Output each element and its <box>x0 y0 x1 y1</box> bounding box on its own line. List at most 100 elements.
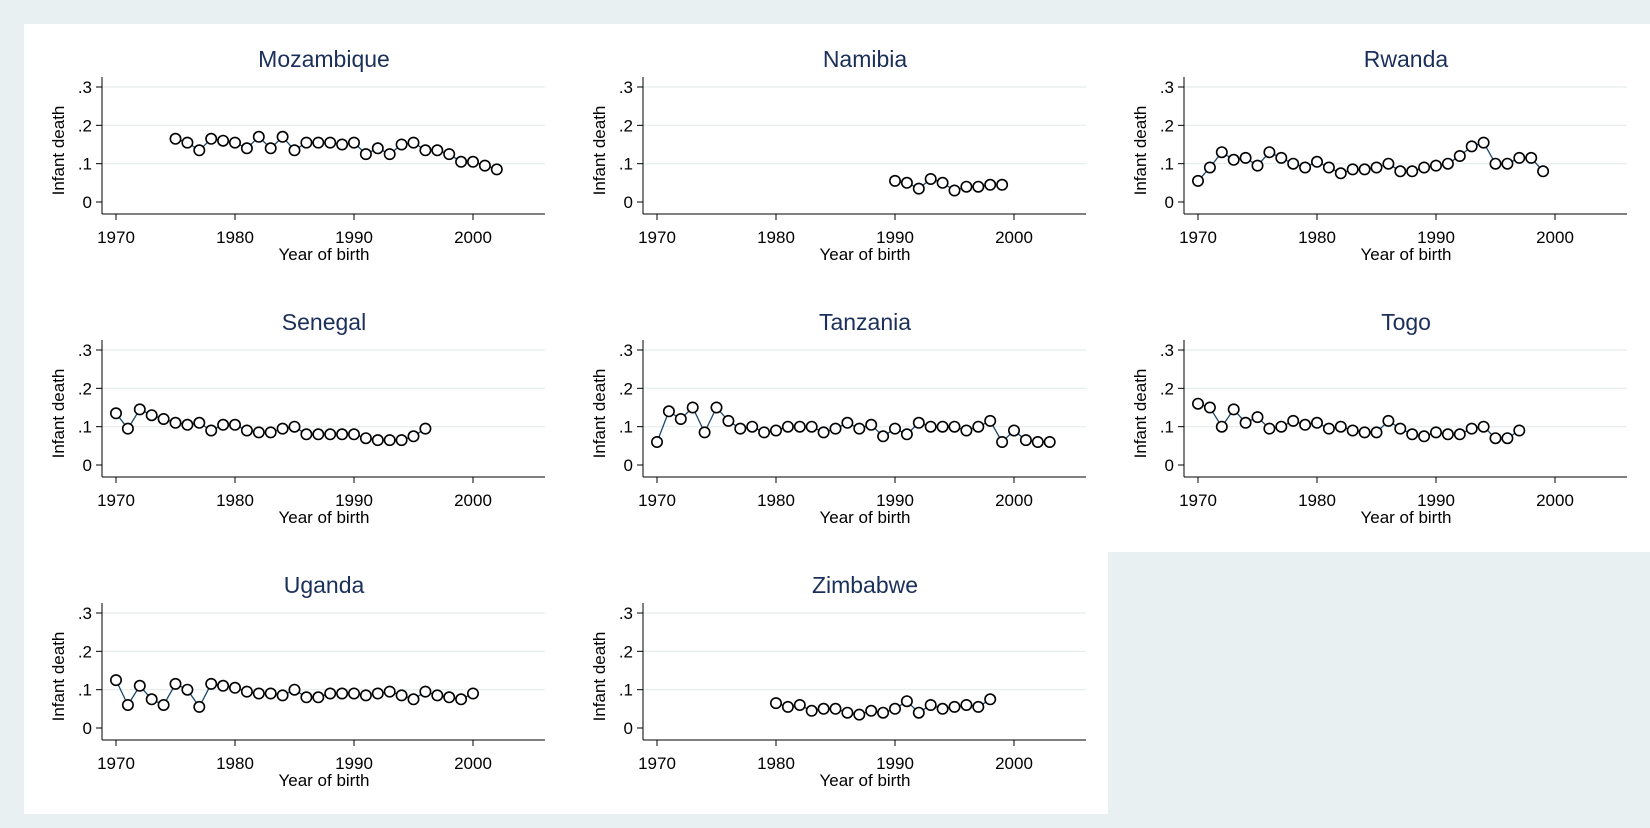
data-point <box>133 679 146 692</box>
data-point <box>324 428 337 441</box>
data-point <box>805 704 818 717</box>
x-tick-label: 1980 <box>757 491 795 510</box>
data-point <box>1537 165 1550 178</box>
panel-mozambique: Mozambique 0 .1 .2 .3 1970 1980 1990 2000 Year of… <box>49 46 545 264</box>
data-point <box>395 138 408 151</box>
y-tick-label: .2 <box>619 642 633 661</box>
data-point <box>371 142 384 155</box>
data-point <box>264 142 277 155</box>
data-point <box>865 418 878 431</box>
series-line <box>175 135 497 171</box>
data-point <box>336 428 349 441</box>
data-point <box>1251 411 1264 424</box>
x-tick-label: 1990 <box>335 491 373 510</box>
data-point <box>888 702 901 715</box>
x-tick-label: 2000 <box>454 491 492 510</box>
data-point <box>1322 161 1335 174</box>
y-tick-label: .3 <box>1160 78 1174 97</box>
data-point <box>312 428 325 441</box>
x-axis-title: Year of birth <box>819 508 910 527</box>
data-point <box>312 136 325 149</box>
panel-title: Senegal <box>282 309 366 335</box>
y-tick-label: .1 <box>78 681 92 700</box>
data-point <box>1501 157 1514 170</box>
data-point <box>193 144 206 157</box>
x-tick-label: 2000 <box>454 228 492 247</box>
x-tick-label: 1980 <box>757 228 795 247</box>
data-point <box>1370 161 1383 174</box>
data-point <box>900 176 913 189</box>
data-point <box>1358 163 1371 176</box>
data-point <box>781 420 794 433</box>
data-point <box>1263 146 1276 159</box>
data-point <box>300 428 313 441</box>
data-point <box>1275 151 1288 164</box>
y-tick-label: .3 <box>619 78 633 97</box>
panel-uganda: Uganda 0 .1 .2 .3 1970 1980 1990 2000 Year of bir… <box>49 572 545 790</box>
data-point <box>972 700 985 713</box>
data-point <box>1525 151 1538 164</box>
panel-tanzania: Tanzania 0 .1 .2 .3 1970 1980 1990 2000 Year of b… <box>590 309 1086 527</box>
x-axis-title: Year of birth <box>1360 508 1451 527</box>
data-point <box>1007 424 1020 437</box>
data-point <box>948 700 961 713</box>
y-tick-label: 0 <box>624 456 633 475</box>
data-point <box>1215 146 1228 159</box>
x-tick-label: 2000 <box>1536 228 1574 247</box>
data-point <box>490 163 503 176</box>
panel-namibia: Namibia 0 .1 .2 .3 1970 1980 1990 2000 Year of bi… <box>590 46 1086 264</box>
data-point <box>1203 161 1216 174</box>
panel-title: Togo <box>1381 309 1431 335</box>
y-tick-label: 0 <box>624 719 633 738</box>
data-point <box>205 677 218 690</box>
y-tick-label: .1 <box>78 418 92 437</box>
data-point <box>300 136 313 149</box>
data-point <box>264 426 277 439</box>
data-point <box>948 420 961 433</box>
data-point <box>924 699 937 712</box>
panel-togo: Togo 0 .1 .2 .3 1970 1980 1990 2000 Year of birth… <box>1131 309 1627 527</box>
y-tick-label: 0 <box>83 456 92 475</box>
panel-senegal: Senegal 0 .1 .2 .3 1970 1980 1990 2000 Year of bi… <box>49 309 545 527</box>
data-point <box>853 708 866 721</box>
data-point <box>1394 165 1407 178</box>
data-point <box>817 426 830 439</box>
data-point <box>960 424 973 437</box>
data-point <box>217 679 230 692</box>
data-point <box>1441 157 1454 170</box>
data-point <box>793 699 806 712</box>
data-point <box>1453 150 1466 163</box>
x-tick-label: 1970 <box>1179 491 1217 510</box>
x-tick-label: 1990 <box>1417 491 1455 510</box>
plot-region-row-3 <box>24 552 1108 814</box>
data-point <box>865 704 878 717</box>
data-point <box>419 685 432 698</box>
data-point <box>1322 422 1335 435</box>
data-point <box>841 416 854 429</box>
y-tick-label: .2 <box>619 379 633 398</box>
data-point <box>1299 418 1312 431</box>
data-point <box>829 422 842 435</box>
data-point <box>900 695 913 708</box>
data-point <box>1263 422 1276 435</box>
data-point <box>359 689 372 702</box>
data-point <box>347 136 360 149</box>
data-point <box>443 691 456 704</box>
x-tick-label: 1990 <box>876 228 914 247</box>
data-point <box>252 687 265 700</box>
data-point <box>1429 159 1442 172</box>
y-axis-title: Infant death <box>1131 106 1150 196</box>
data-point <box>157 413 170 426</box>
data-point <box>1477 420 1490 433</box>
data-point <box>347 428 360 441</box>
data-point <box>431 689 444 702</box>
x-tick-label: 2000 <box>995 491 1033 510</box>
data-point <box>710 401 723 414</box>
data-point <box>1465 140 1478 153</box>
data-point <box>1334 420 1347 433</box>
y-tick-label: 0 <box>83 193 92 212</box>
data-point <box>288 420 301 433</box>
data-point <box>841 706 854 719</box>
x-axis-title: Year of birth <box>1360 245 1451 264</box>
